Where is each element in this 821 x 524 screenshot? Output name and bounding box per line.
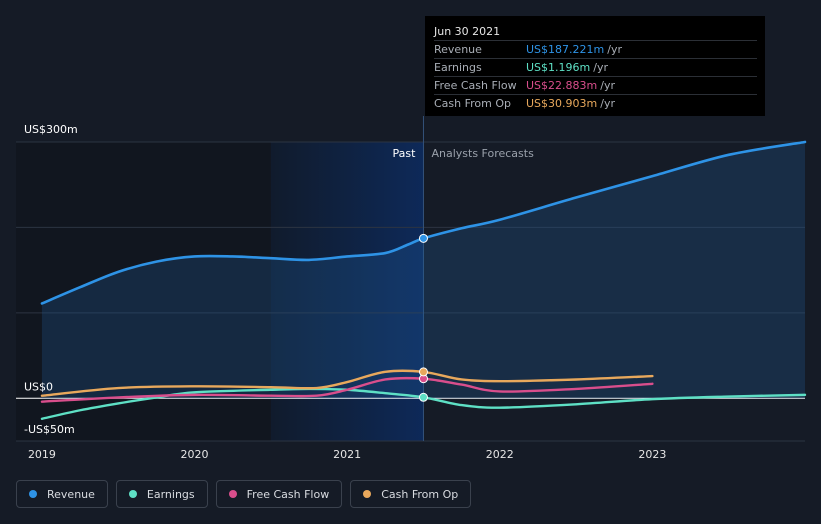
tooltip-row-revenue: Revenue US$187.221m /yr	[434, 40, 757, 58]
tooltip-label: Free Cash Flow	[434, 79, 517, 92]
series-line-free-cash-flow	[40, 376, 654, 403]
tooltip-value: US$22.883m	[526, 79, 598, 92]
series-line-revenue	[40, 140, 807, 305]
marker-revenue	[418, 233, 428, 243]
forecast-label: Analysts Forecasts	[431, 147, 534, 160]
past-label: Past	[393, 147, 417, 160]
y-label-bottom: -US$50m	[24, 423, 75, 436]
x-tick-label: 2019	[28, 448, 56, 461]
tooltip-row-free-cash-flow: Free Cash Flow US$22.883m /yr	[434, 76, 757, 94]
legend-item-earnings[interactable]: Earnings	[115, 480, 208, 508]
legend-dot-icon	[363, 490, 372, 498]
tooltip-label: Cash From Op	[434, 97, 512, 110]
legend-dot-icon	[29, 490, 37, 498]
y-label-top: US$300m	[24, 123, 78, 136]
legend-label: Revenue	[47, 487, 95, 501]
tooltip-row-cash-from-op: Cash From Op US$30.903m /yr	[434, 94, 757, 112]
legend-item-free-cash-flow[interactable]: Free Cash Flow	[215, 480, 343, 508]
x-tick-label: 2020	[181, 448, 209, 461]
tooltip-unit: /yr	[600, 97, 615, 110]
tooltip-date: Jun 30 2021	[434, 25, 501, 38]
tooltip-unit: /yr	[593, 61, 608, 74]
legend-label: Cash From Op	[381, 487, 459, 501]
tooltip-value: US$1.196m	[526, 61, 591, 74]
tooltip-unit: /yr	[600, 79, 615, 92]
tooltip-value: US$30.903m	[526, 97, 598, 110]
y-label-zero: US$0	[24, 380, 53, 393]
legend-dot-icon	[228, 490, 237, 498]
past-highlight-region	[270, 142, 424, 441]
series-line-cash-from-op	[40, 369, 654, 397]
x-tick-label: 2021	[333, 448, 361, 461]
legend-dot-icon	[128, 490, 137, 498]
tooltip-row-earnings: Earnings US$1.196m /yr	[434, 58, 757, 76]
x-tick-label: 2022	[486, 448, 514, 461]
legend-item-cash-from-op[interactable]: Cash From Op	[350, 480, 472, 508]
marker-earnings	[418, 392, 428, 402]
data-tooltip: Jun 30 2021 Revenue US$187.221m /yr Earn…	[425, 16, 765, 116]
tooltip-label: Revenue	[434, 43, 482, 56]
series-line-earnings	[40, 387, 807, 420]
legend-label: Free Cash Flow	[246, 487, 330, 501]
legend-label: Earnings	[146, 487, 195, 501]
tooltip-value: US$187.221m	[526, 43, 605, 56]
x-tick-label: 2023	[638, 448, 666, 461]
marker-cash-from-op	[418, 367, 428, 377]
legend-item-revenue[interactable]: Revenue	[16, 480, 108, 508]
chart-legend: Revenue Earnings Free Cash Flow Cash Fro…	[16, 480, 472, 508]
tooltip-unit: /yr	[607, 43, 622, 56]
tooltip-label: Earnings	[434, 61, 482, 74]
revenue-area	[41, 142, 805, 399]
